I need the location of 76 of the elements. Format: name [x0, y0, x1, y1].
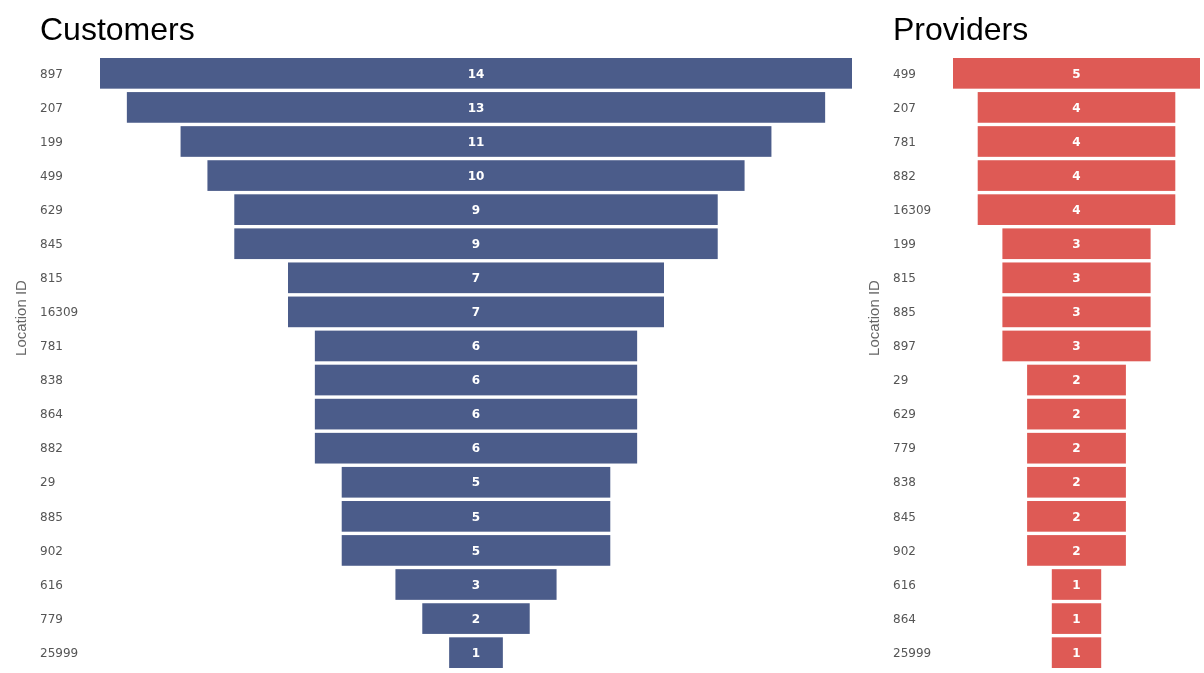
category-label: 838 — [893, 475, 916, 490]
data-label: 1 — [1072, 611, 1081, 626]
category-label: 779 — [40, 611, 63, 626]
text: Customers — [40, 11, 195, 47]
data-label: 3 — [1072, 305, 1081, 320]
data-label: 6 — [471, 373, 481, 388]
category-label: 885 — [40, 509, 63, 524]
text: Location ID — [12, 279, 29, 356]
category-label: 16309 — [893, 202, 932, 217]
category-label: 864 — [40, 407, 63, 422]
category-label: 902 — [893, 543, 916, 558]
text: Providers — [893, 11, 1029, 47]
data-label: 2 — [1072, 509, 1081, 524]
data-label: 7 — [471, 271, 481, 285]
category-label: 779 — [893, 441, 916, 456]
data-label: 3 — [1072, 271, 1081, 285]
category-label: 616 — [40, 577, 63, 592]
data-label: 4 — [1072, 168, 1081, 183]
data-label: 5 — [1072, 66, 1081, 81]
data-label: 10 — [467, 168, 485, 183]
data-label: 4 — [1072, 202, 1081, 217]
category-label: 897 — [893, 339, 916, 354]
category-label: 845 — [40, 236, 63, 251]
category-label: 499 — [40, 168, 63, 183]
data-label: 2 — [471, 611, 481, 626]
data-label: 2 — [1072, 543, 1081, 558]
data-label: 2 — [1072, 407, 1081, 422]
category-label: 29 — [893, 373, 909, 388]
data-label: 9 — [471, 236, 481, 251]
category-label: 25999 — [40, 645, 79, 660]
category-label: 815 — [893, 271, 916, 285]
data-label: 14 — [467, 66, 485, 81]
data-label: 6 — [471, 339, 481, 354]
category-label: 882 — [893, 168, 916, 183]
data-label: 11 — [467, 134, 485, 149]
category-label: 845 — [893, 509, 916, 524]
category-label: 781 — [893, 134, 916, 149]
data-label: 1 — [1072, 577, 1081, 592]
category-label: 207 — [40, 100, 63, 115]
data-label: 1 — [1072, 645, 1081, 660]
category-label: 16309 — [40, 305, 79, 320]
data-label: 3 — [471, 577, 481, 592]
category-label: 781 — [40, 339, 63, 354]
category-label: 29 — [40, 475, 56, 490]
category-label: 499 — [893, 66, 916, 81]
category-label: 629 — [893, 407, 916, 422]
data-label: 7 — [471, 305, 481, 320]
data-label: 2 — [1072, 475, 1081, 490]
data-label: 4 — [1072, 134, 1081, 149]
data-label: 9 — [471, 202, 481, 217]
category-label: 199 — [893, 236, 916, 251]
category-label: 885 — [893, 305, 916, 320]
category-label: 864 — [893, 611, 916, 626]
text: Location ID — [865, 279, 882, 356]
category-label: 616 — [893, 577, 916, 592]
category-label: 897 — [40, 66, 63, 81]
data-label: 1 — [471, 645, 481, 660]
category-label: 902 — [40, 543, 63, 558]
category-label: 199 — [40, 134, 63, 149]
data-label: 3 — [1072, 339, 1081, 354]
category-label: 838 — [40, 373, 63, 388]
category-label: 815 — [40, 271, 63, 285]
category-label: 207 — [893, 100, 916, 115]
data-label: 13 — [467, 100, 485, 115]
data-label: 6 — [471, 441, 481, 456]
data-label: 5 — [471, 475, 481, 490]
data-label: 6 — [471, 407, 481, 422]
category-label: 629 — [40, 202, 63, 217]
data-label: 4 — [1072, 100, 1081, 115]
data-label: 2 — [1072, 441, 1081, 456]
data-label: 2 — [1072, 373, 1081, 388]
data-label: 5 — [471, 509, 481, 524]
category-label: 25999 — [893, 645, 932, 660]
data-label: 5 — [471, 543, 481, 558]
category-label: 882 — [40, 441, 63, 456]
data-label: 3 — [1072, 236, 1081, 251]
